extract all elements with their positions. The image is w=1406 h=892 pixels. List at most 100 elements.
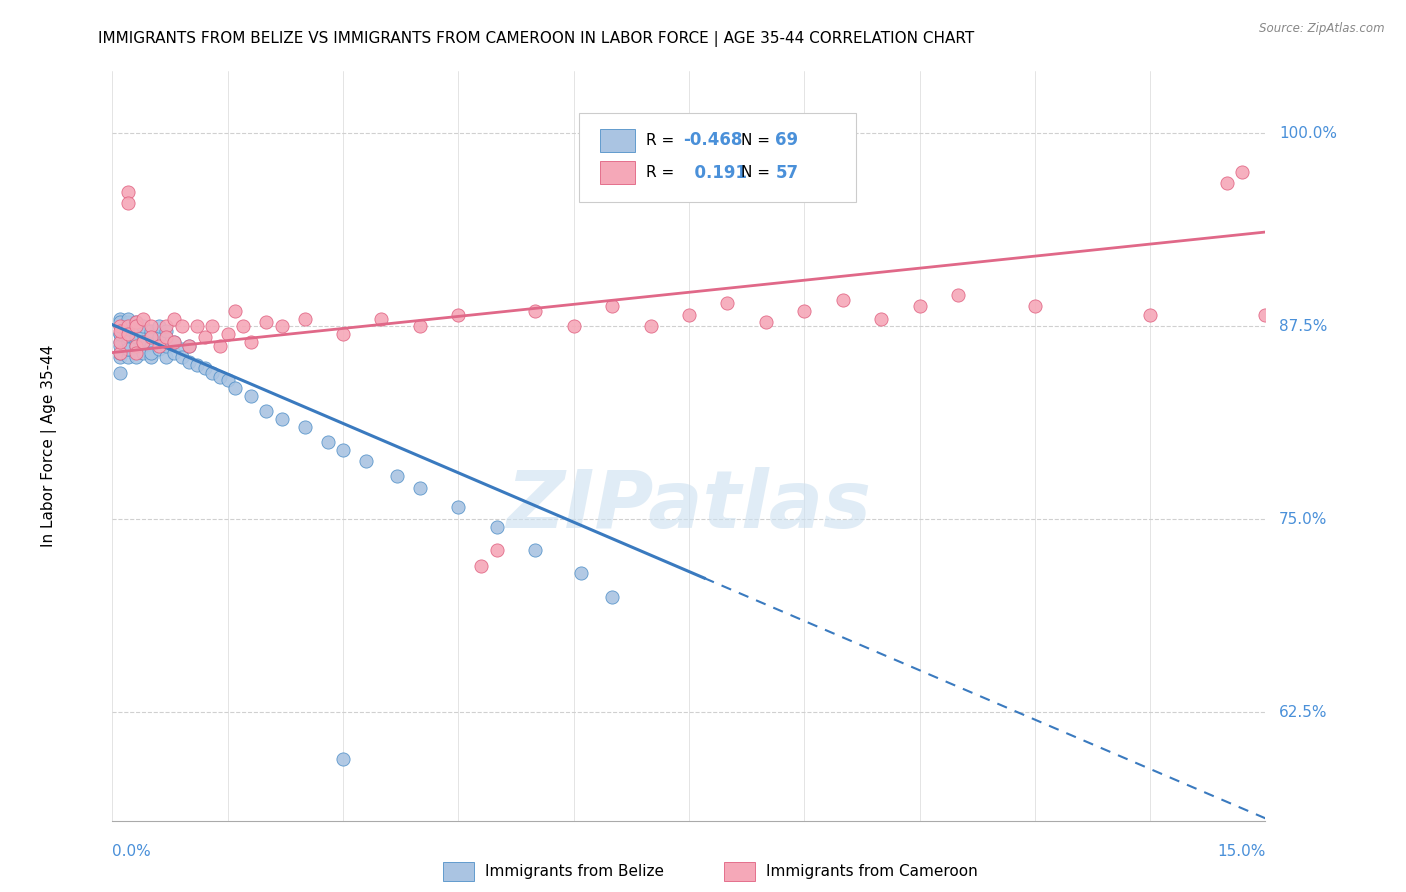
FancyBboxPatch shape <box>600 161 634 184</box>
Point <box>117 311 139 326</box>
Point <box>201 319 224 334</box>
Point <box>232 319 254 334</box>
Point <box>108 345 131 359</box>
Point <box>108 315 131 329</box>
Point <box>108 339 131 353</box>
Point <box>409 319 432 334</box>
Text: 100.0%: 100.0% <box>1279 126 1337 141</box>
Point <box>600 590 623 604</box>
Point <box>179 339 201 353</box>
Point <box>108 319 131 334</box>
Point <box>139 345 162 359</box>
Point <box>209 370 232 384</box>
Point <box>117 326 139 341</box>
Text: 75.0%: 75.0% <box>1279 512 1327 527</box>
Point <box>179 355 201 369</box>
Point <box>155 324 177 338</box>
Point <box>569 566 592 581</box>
Point <box>946 288 969 302</box>
Point <box>124 315 146 329</box>
Point <box>209 339 232 353</box>
Point <box>170 350 193 364</box>
Point <box>108 334 131 349</box>
Point <box>908 299 931 313</box>
Point <box>117 330 139 344</box>
Text: R =: R = <box>647 133 679 148</box>
Point <box>270 412 292 426</box>
Point <box>524 543 547 558</box>
Point <box>201 366 224 380</box>
Text: ZIPatlas: ZIPatlas <box>506 467 872 545</box>
Point <box>163 345 186 359</box>
Point <box>524 303 547 318</box>
Point <box>179 339 201 353</box>
Point <box>124 350 146 364</box>
Point <box>447 500 470 514</box>
Point <box>124 324 146 338</box>
Point <box>793 303 815 318</box>
Point <box>124 319 146 334</box>
Text: N =: N = <box>741 133 775 148</box>
Point <box>124 330 146 344</box>
Point <box>108 350 131 364</box>
Point <box>640 319 662 334</box>
Point <box>409 482 432 496</box>
Point <box>562 319 585 334</box>
Point <box>124 339 146 353</box>
Text: 57: 57 <box>776 163 799 181</box>
Point <box>155 319 177 334</box>
Point <box>117 334 139 349</box>
Text: Immigrants from Belize: Immigrants from Belize <box>485 864 664 879</box>
Point <box>163 334 186 349</box>
Text: 15.0%: 15.0% <box>1218 844 1265 859</box>
Point <box>155 339 177 353</box>
Point <box>1024 299 1046 313</box>
Point <box>294 419 316 434</box>
Point <box>170 343 193 357</box>
Point <box>117 350 139 364</box>
Point <box>170 319 193 334</box>
Point <box>254 404 277 418</box>
Point <box>117 324 139 338</box>
Point <box>148 343 170 357</box>
Point <box>678 309 700 323</box>
Point <box>155 350 177 364</box>
Text: N =: N = <box>741 165 775 180</box>
Point <box>155 330 177 344</box>
Point <box>447 309 470 323</box>
Point <box>117 319 139 334</box>
Point <box>470 558 492 573</box>
Point <box>186 358 208 372</box>
Point <box>108 326 131 341</box>
Point <box>239 389 262 403</box>
Point <box>108 366 131 380</box>
Point <box>124 345 146 359</box>
Text: R =: R = <box>647 165 679 180</box>
Point <box>1254 309 1277 323</box>
Point <box>1232 165 1254 179</box>
Text: 87.5%: 87.5% <box>1279 318 1327 334</box>
Point <box>139 326 162 341</box>
Point <box>332 326 354 341</box>
Text: IMMIGRANTS FROM BELIZE VS IMMIGRANTS FROM CAMEROON IN LABOR FORCE | AGE 35-44 CO: IMMIGRANTS FROM BELIZE VS IMMIGRANTS FRO… <box>98 31 974 47</box>
Point <box>163 334 186 349</box>
Point <box>117 343 139 357</box>
Point <box>870 311 893 326</box>
Point <box>316 435 339 450</box>
Point <box>139 330 162 344</box>
Point <box>485 543 508 558</box>
Point <box>132 343 155 357</box>
Point <box>354 453 377 467</box>
Point <box>108 334 131 349</box>
Point <box>831 293 853 307</box>
FancyBboxPatch shape <box>600 129 634 152</box>
Point <box>124 319 146 334</box>
Point <box>224 381 246 395</box>
Point <box>294 311 316 326</box>
Point <box>139 350 162 364</box>
Point <box>132 326 155 341</box>
Point <box>224 303 246 318</box>
Point <box>148 330 170 344</box>
Point <box>108 345 131 359</box>
Text: Immigrants from Cameroon: Immigrants from Cameroon <box>766 864 979 879</box>
